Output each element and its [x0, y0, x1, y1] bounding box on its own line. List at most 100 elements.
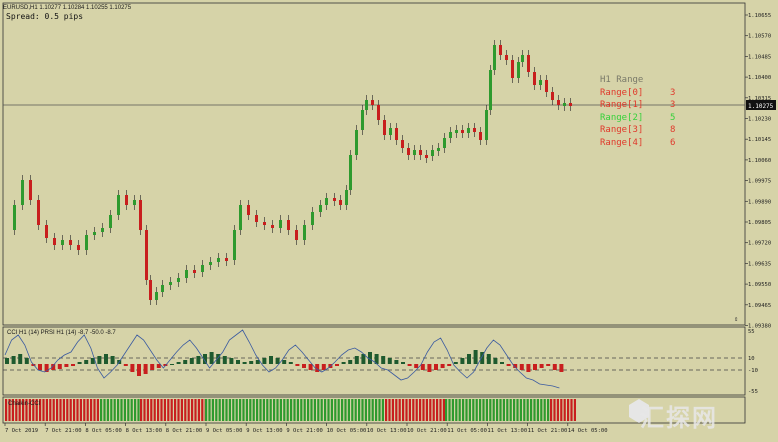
current-price-text: 1.10275 [748, 103, 774, 110]
range-label: Range[2] [600, 112, 644, 123]
chaikin-bar [506, 399, 509, 421]
chaikin-bar [239, 399, 242, 421]
chaikin-bar [22, 399, 25, 421]
bottom-indicator-label: Chaikin-CCI [8, 401, 41, 407]
cci-bar [189, 358, 194, 364]
chaikin-bar [368, 399, 371, 421]
candle-body [85, 235, 88, 250]
cci-bar [295, 364, 300, 366]
chaikin-bar [448, 399, 451, 421]
candle-body [485, 110, 488, 140]
price-tick-label: 1.09805 [748, 220, 771, 226]
cci-bar [387, 358, 392, 364]
cci-bar [38, 364, 42, 370]
chaikin-bar [327, 399, 330, 421]
chaikin-bar [320, 399, 323, 421]
current-price-badge [746, 100, 776, 110]
cci-bar [269, 356, 273, 364]
indicator-tick-label: -55 [748, 389, 758, 395]
time-tick-label: 9 Oct 13:00 [246, 428, 282, 434]
chaikin-bar [90, 399, 93, 421]
cci-bar [506, 364, 511, 366]
candle-body [161, 285, 164, 292]
candle-body [255, 215, 258, 222]
cci-bar [110, 356, 115, 364]
chaikin-bar [378, 399, 381, 421]
chaikin-bar [76, 399, 79, 421]
range-row-1: Range[1] 3 [600, 99, 675, 112]
candle-body [125, 195, 128, 205]
indicator-tick-label: 10 [748, 356, 755, 362]
candle-body [489, 70, 492, 110]
price-tick-label: 1.10230 [748, 117, 771, 123]
candle-body [569, 103, 572, 106]
price-tick-label: 1.10655 [748, 13, 771, 19]
chaikin-bar [174, 399, 177, 421]
candle-body [461, 130, 464, 133]
chaikin-bar [120, 399, 123, 421]
chaikin-bar [286, 399, 289, 421]
chaikin-bar [127, 399, 130, 421]
time-tick-label: 10 Oct 13:00 [367, 428, 407, 434]
chaikin-bar [106, 399, 109, 421]
candle-body [279, 220, 282, 228]
candle-body [193, 270, 196, 273]
candle-body [247, 205, 250, 215]
chaikin-bar [208, 399, 211, 421]
time-tick-label: 14 Oct 05:00 [568, 428, 608, 434]
candle-body [479, 132, 482, 140]
chaikin-bar [157, 399, 160, 421]
candle-body [155, 292, 158, 300]
chaikin-bar [526, 399, 529, 421]
candle-body [77, 245, 80, 250]
candle-body [349, 155, 352, 190]
chaikin-bar [184, 399, 187, 421]
range-label: Range[3] [600, 125, 644, 136]
price-tick-label: 1.09550 [748, 282, 771, 288]
cci-bar [559, 364, 564, 372]
chaikin-bar [252, 399, 255, 421]
indicator-frame [2, 326, 746, 396]
chaikin-bar [479, 399, 482, 421]
chaikin-bar [337, 399, 340, 421]
chaikin-bar [351, 399, 354, 421]
chaikin-bar [117, 399, 120, 421]
chaikin-bar [492, 399, 495, 421]
chaikin-bar [381, 399, 384, 421]
chaikin-bar [187, 399, 190, 421]
range-value: 6 [670, 137, 676, 148]
symbol-title: EURUSD,H1 1.10277 1.10284 1.10255 1.1027… [3, 5, 132, 11]
h1-range-panel: H1 Range Range[0] 3 Range[1] 3 Range[2] 5 R… [600, 74, 675, 150]
candle-body [13, 205, 16, 230]
chaikin-bar [215, 399, 218, 421]
scroll-icon[interactable]: ⇕ [734, 315, 738, 323]
cci-bar [97, 356, 102, 364]
cci-bar [64, 364, 69, 367]
chaikin-bar [375, 399, 378, 421]
chaikin-bar [242, 399, 245, 421]
time-tick-label: 9 Oct 21:00 [286, 428, 322, 434]
cci-bar [552, 364, 557, 370]
range-value: 8 [670, 125, 676, 136]
chaikin-bar [516, 399, 519, 421]
cci-bar [51, 364, 56, 370]
candle-body [527, 55, 530, 72]
watermark: 汇探网 [640, 404, 718, 432]
chaikin-bar [191, 399, 194, 421]
bottom-indicator-frame [2, 396, 746, 424]
chaikin-bar [256, 399, 259, 421]
candle-body [37, 200, 40, 225]
cci-bar [341, 362, 346, 364]
candle-body [551, 92, 554, 100]
time-tick-label: 8 Oct 13:00 [126, 428, 162, 434]
chaikin-bar [361, 399, 364, 421]
range-value: 3 [670, 87, 676, 98]
chaikin-bar [536, 399, 539, 421]
price-tick-label: 1.10145 [748, 137, 771, 143]
cci-bar [354, 356, 359, 364]
chaikin-bar [62, 399, 65, 421]
chaikin-bar [123, 399, 126, 421]
chaikin-bar [300, 399, 303, 421]
chaikin-bar [553, 399, 556, 421]
